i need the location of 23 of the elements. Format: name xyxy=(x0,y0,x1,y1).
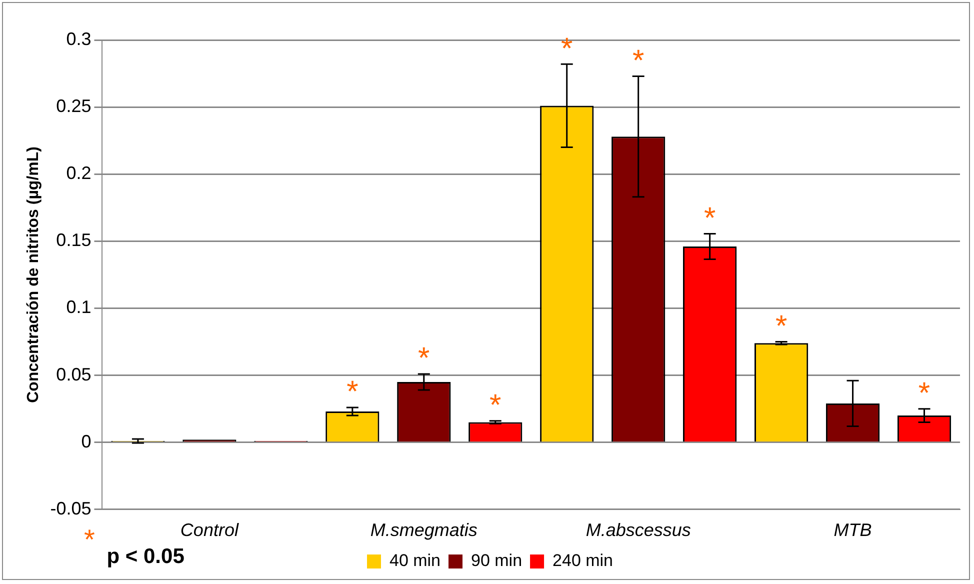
y-tick-label: 0.1 xyxy=(66,297,92,318)
data-label: * xyxy=(918,377,930,410)
y-tick-label: 0 xyxy=(81,431,92,452)
data-label: * xyxy=(632,44,644,78)
data-label: * xyxy=(418,342,430,376)
x-tick-label: M.abscessus xyxy=(586,520,691,540)
y-axis-title: Concentración de nitritos (µg/mL) xyxy=(25,146,42,403)
y-tick-label: 0.05 xyxy=(56,364,92,384)
y-tick-label: 0.2 xyxy=(66,163,92,184)
x-tick-label: MTB xyxy=(834,520,872,540)
legend-label: 90 min xyxy=(471,551,522,570)
data-label: * xyxy=(561,32,574,66)
legend-label: 240 min xyxy=(552,551,614,570)
y-tick-label: 0.25 xyxy=(56,96,92,116)
legend-label: 40 min xyxy=(389,551,441,570)
x-tick-label: M.smegmatis xyxy=(370,520,478,540)
data-label: * xyxy=(704,202,716,236)
y-tick-label: -0.05 xyxy=(50,498,92,518)
data-label: * xyxy=(775,310,788,344)
data-label: * xyxy=(490,389,502,422)
y-tick-label: 0.3 xyxy=(66,28,92,49)
y-tick-label: 0.15 xyxy=(56,230,92,250)
data-label: * xyxy=(346,376,359,409)
